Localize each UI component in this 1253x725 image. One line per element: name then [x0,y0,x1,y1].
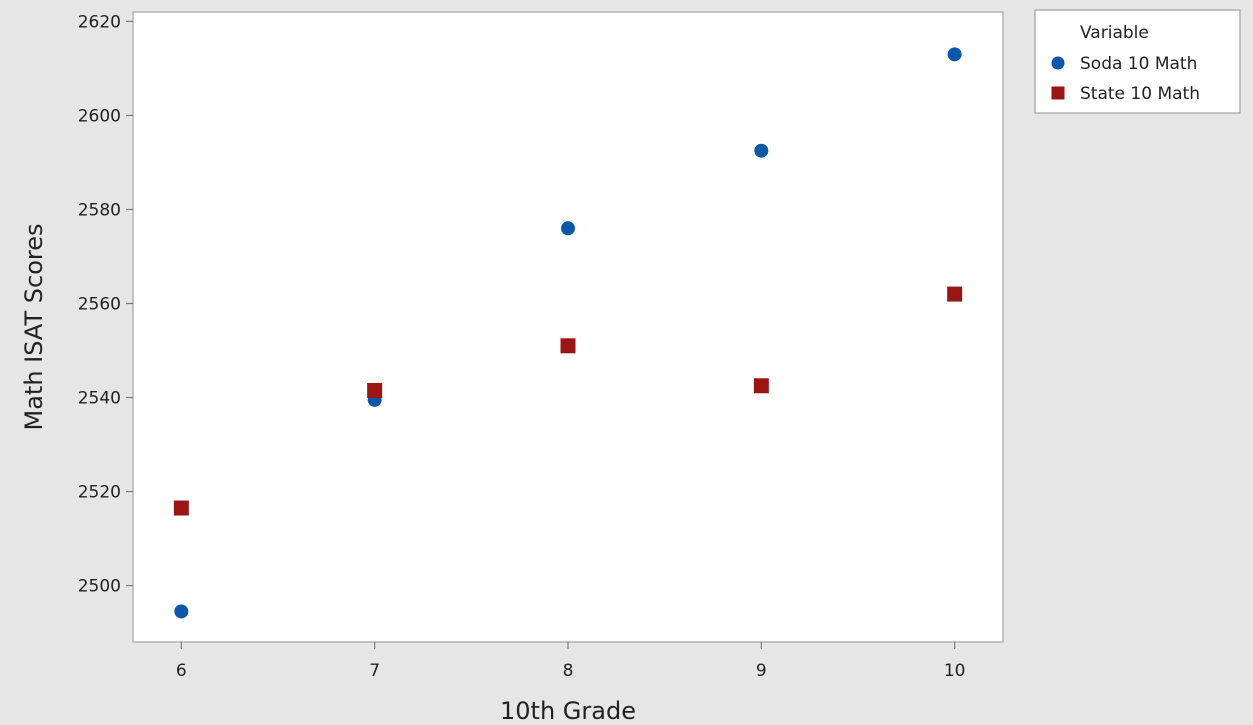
legend-label: State 10 Math [1080,84,1200,104]
legend-marker-circle [1051,56,1065,70]
plot-area [132,11,1004,643]
data-point-soda-10-math [561,221,575,236]
y-tick-label: 2540 [78,389,121,409]
data-point-state-10-math [560,338,576,354]
data-point-state-10-math [367,382,383,398]
data-point-state-10-math [753,378,769,394]
y-axis: 2500 2520 2540 2560 2580 2600 2620 [78,12,133,597]
data-point-soda-10-math [754,143,769,158]
x-axis: 6 7 8 9 10 [176,642,966,681]
data-point-state-10-math [947,286,963,302]
data-points [173,47,963,619]
legend-marker-square [1051,86,1065,100]
legend-label: Soda 10 Math [1080,54,1197,74]
x-tick-label: 7 [369,661,380,681]
legend-box [1034,9,1241,114]
y-axis-title: Math ISAT Scores [20,224,48,431]
y-tick-label: 2560 [78,294,121,314]
data-point-soda-10-math [947,47,962,62]
x-tick-label: 10 [944,661,966,681]
y-tick-label: 2500 [78,577,121,597]
y-tick-label: 2520 [78,483,121,503]
data-point-state-10-math [173,500,189,516]
x-tick-label: 6 [176,661,187,681]
y-tick-label: 2620 [78,12,121,32]
y-tick-label: 2580 [78,200,121,220]
x-tick-label: 9 [756,661,767,681]
x-axis-title: 10th Grade [500,697,636,725]
data-point-soda-10-math [174,604,189,619]
y-tick-label: 2600 [78,106,121,126]
legend: Variable Soda 10 Math State 10 Math [1034,9,1241,114]
legend-title: Variable [1080,23,1149,43]
x-tick-label: 8 [563,661,574,681]
